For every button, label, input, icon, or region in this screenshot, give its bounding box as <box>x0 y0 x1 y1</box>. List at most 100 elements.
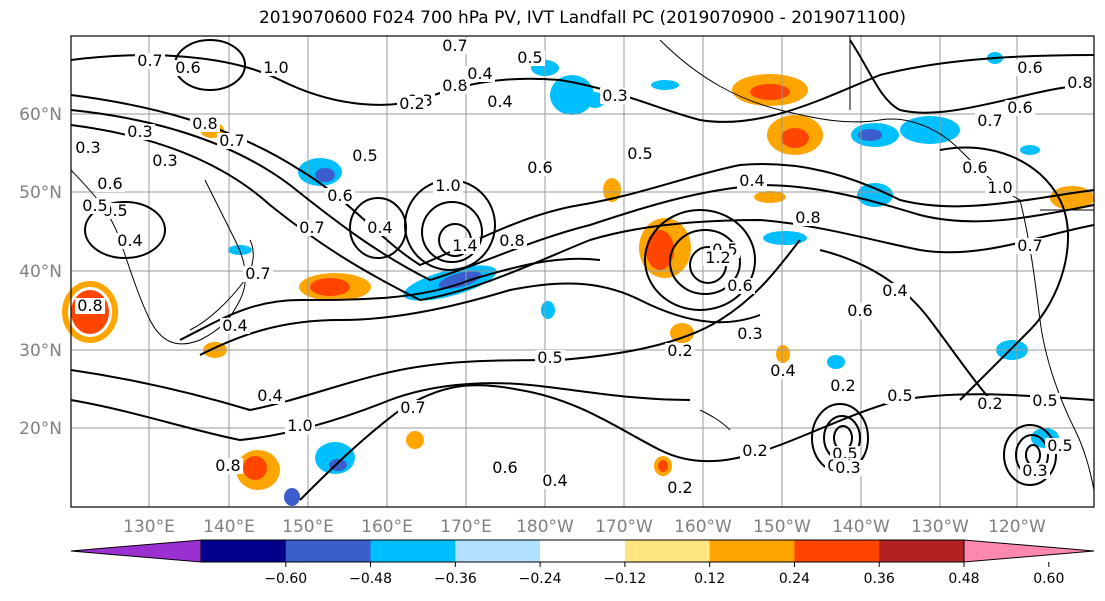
lon-tick-label: 170°W <box>595 517 653 537</box>
contour-label-bg <box>828 378 858 394</box>
lon-tick-label: 170°E <box>440 517 492 537</box>
contour-label-bg <box>737 173 767 189</box>
contour-line <box>421 201 483 263</box>
shade-blob <box>603 178 621 202</box>
contour-label-bg <box>975 396 1005 412</box>
contour-label-bg <box>768 363 798 379</box>
colorbar-tick-label: 0.36 <box>864 571 895 587</box>
contour-label: 1.0 <box>987 178 1012 197</box>
contour-line <box>1003 424 1057 486</box>
contour-label: 0.2 <box>742 441 767 460</box>
contour-label-bg <box>1005 100 1035 116</box>
contour-line <box>644 209 756 311</box>
contour-label: 0.3 <box>602 86 627 105</box>
shade-blob <box>646 230 674 270</box>
contour-line <box>939 146 1069 401</box>
contour-label: 0.5 <box>82 196 107 215</box>
contour-label-bg <box>665 480 695 496</box>
map-panel: 0.7 0.6 1.00.80.40.50.3 0.80.70.60.50.40.30… <box>62 35 1095 508</box>
contour-label: 0.4 <box>739 171 764 190</box>
contour-label-bg <box>497 233 527 249</box>
contour-label: 0.8 <box>215 456 240 475</box>
contour-label-bg <box>261 60 291 76</box>
lon-tick-label: 160°W <box>674 517 732 537</box>
colorbar-tick-label: 0.24 <box>779 571 810 587</box>
contour-label: 0.8 <box>499 231 524 250</box>
contour-label: 0.6 <box>97 174 122 193</box>
contour-label: 0.8 <box>77 296 102 315</box>
contour-label: 0.6 <box>847 301 872 320</box>
contour-line <box>819 249 1001 411</box>
contour-label: 1.4 <box>452 236 477 255</box>
colorbar-tick-label: 0.60 <box>1033 571 1064 587</box>
shade-blob <box>1020 145 1040 155</box>
contour-label-bg <box>735 326 765 342</box>
contour-label: 0.8 <box>192 114 217 133</box>
lon-tick-label: 150°E <box>282 517 334 537</box>
contour-label: 0.7 <box>219 131 244 150</box>
contour-label-bg <box>150 153 180 169</box>
shade-blob <box>858 129 882 141</box>
shade-blob <box>284 488 300 506</box>
contour-label-bg <box>985 180 1015 196</box>
contour-label: 0.4 <box>117 231 142 250</box>
contour-label: 0.2 <box>667 341 692 360</box>
contour-label: 0.6 <box>175 58 200 77</box>
contour-label-bg <box>285 418 315 434</box>
contour-label-bg <box>600 88 630 104</box>
contour-line <box>199 282 761 356</box>
contour-label-bg <box>1015 238 1045 254</box>
contour-label-bg <box>220 318 250 334</box>
colorbar-outline <box>200 539 965 563</box>
contour-label: 0.5 <box>627 144 652 163</box>
lon-tick-label: 180°W <box>516 517 574 537</box>
shade-blob <box>827 355 845 369</box>
contour-label-bg <box>793 210 823 226</box>
contour-label: 0.3 <box>835 458 860 477</box>
shade-blob <box>310 278 350 296</box>
shade-blob <box>670 323 694 343</box>
contour-line <box>70 109 1095 282</box>
contour-label-bg <box>1065 75 1095 91</box>
contour-label: 0.6 <box>1017 58 1042 77</box>
shade-blob <box>857 183 893 207</box>
contour-label: 0.2 <box>977 394 1002 413</box>
contour-label: 0.5 <box>352 146 377 165</box>
contour-label-bg <box>975 113 1005 129</box>
contour-label-bg <box>398 400 428 416</box>
contour-label: 0.4 <box>770 361 795 380</box>
contour-label-bg <box>490 460 520 476</box>
lat-tick-label: 60°N <box>19 105 62 125</box>
contour-label: 0.4 <box>222 316 247 335</box>
contour-label-bg <box>217 133 247 149</box>
contour-label-bg <box>75 298 105 314</box>
shade-blob <box>541 301 555 319</box>
lon-tick-label: 120°W <box>988 517 1046 537</box>
contour-label-bg <box>135 53 165 69</box>
contour-label-bg <box>525 160 555 176</box>
coastline-hawaii <box>699 409 731 431</box>
contour-label: 0.7 <box>977 111 1002 130</box>
colorbar-segment <box>709 540 795 562</box>
contour-label-bg <box>703 250 733 266</box>
contour-label: 0.2 <box>667 478 692 497</box>
contour-label-bg <box>535 350 565 366</box>
contour-label-bg <box>885 388 915 404</box>
contour-label: 0.8 <box>442 76 467 95</box>
contour-line <box>84 201 166 259</box>
shade-blob <box>900 116 960 144</box>
contour-label: 0.7 <box>1017 236 1042 255</box>
contour-line <box>349 197 407 259</box>
shade-blob <box>750 84 790 100</box>
contour-label-bg <box>960 160 990 176</box>
contour-label-bg <box>845 303 875 319</box>
lon-tick-label: 130°E <box>123 517 175 537</box>
lon-tick-label: 140°E <box>203 517 255 537</box>
contour-label: 0.3 <box>75 138 100 157</box>
shade-blob <box>754 191 786 203</box>
contour-label-bg <box>365 220 395 236</box>
contour-label-bg <box>485 94 515 110</box>
contour-label-bg <box>725 278 755 294</box>
contour-label: 0.7 <box>245 264 270 283</box>
lon-tick-label: 160°E <box>361 517 413 537</box>
